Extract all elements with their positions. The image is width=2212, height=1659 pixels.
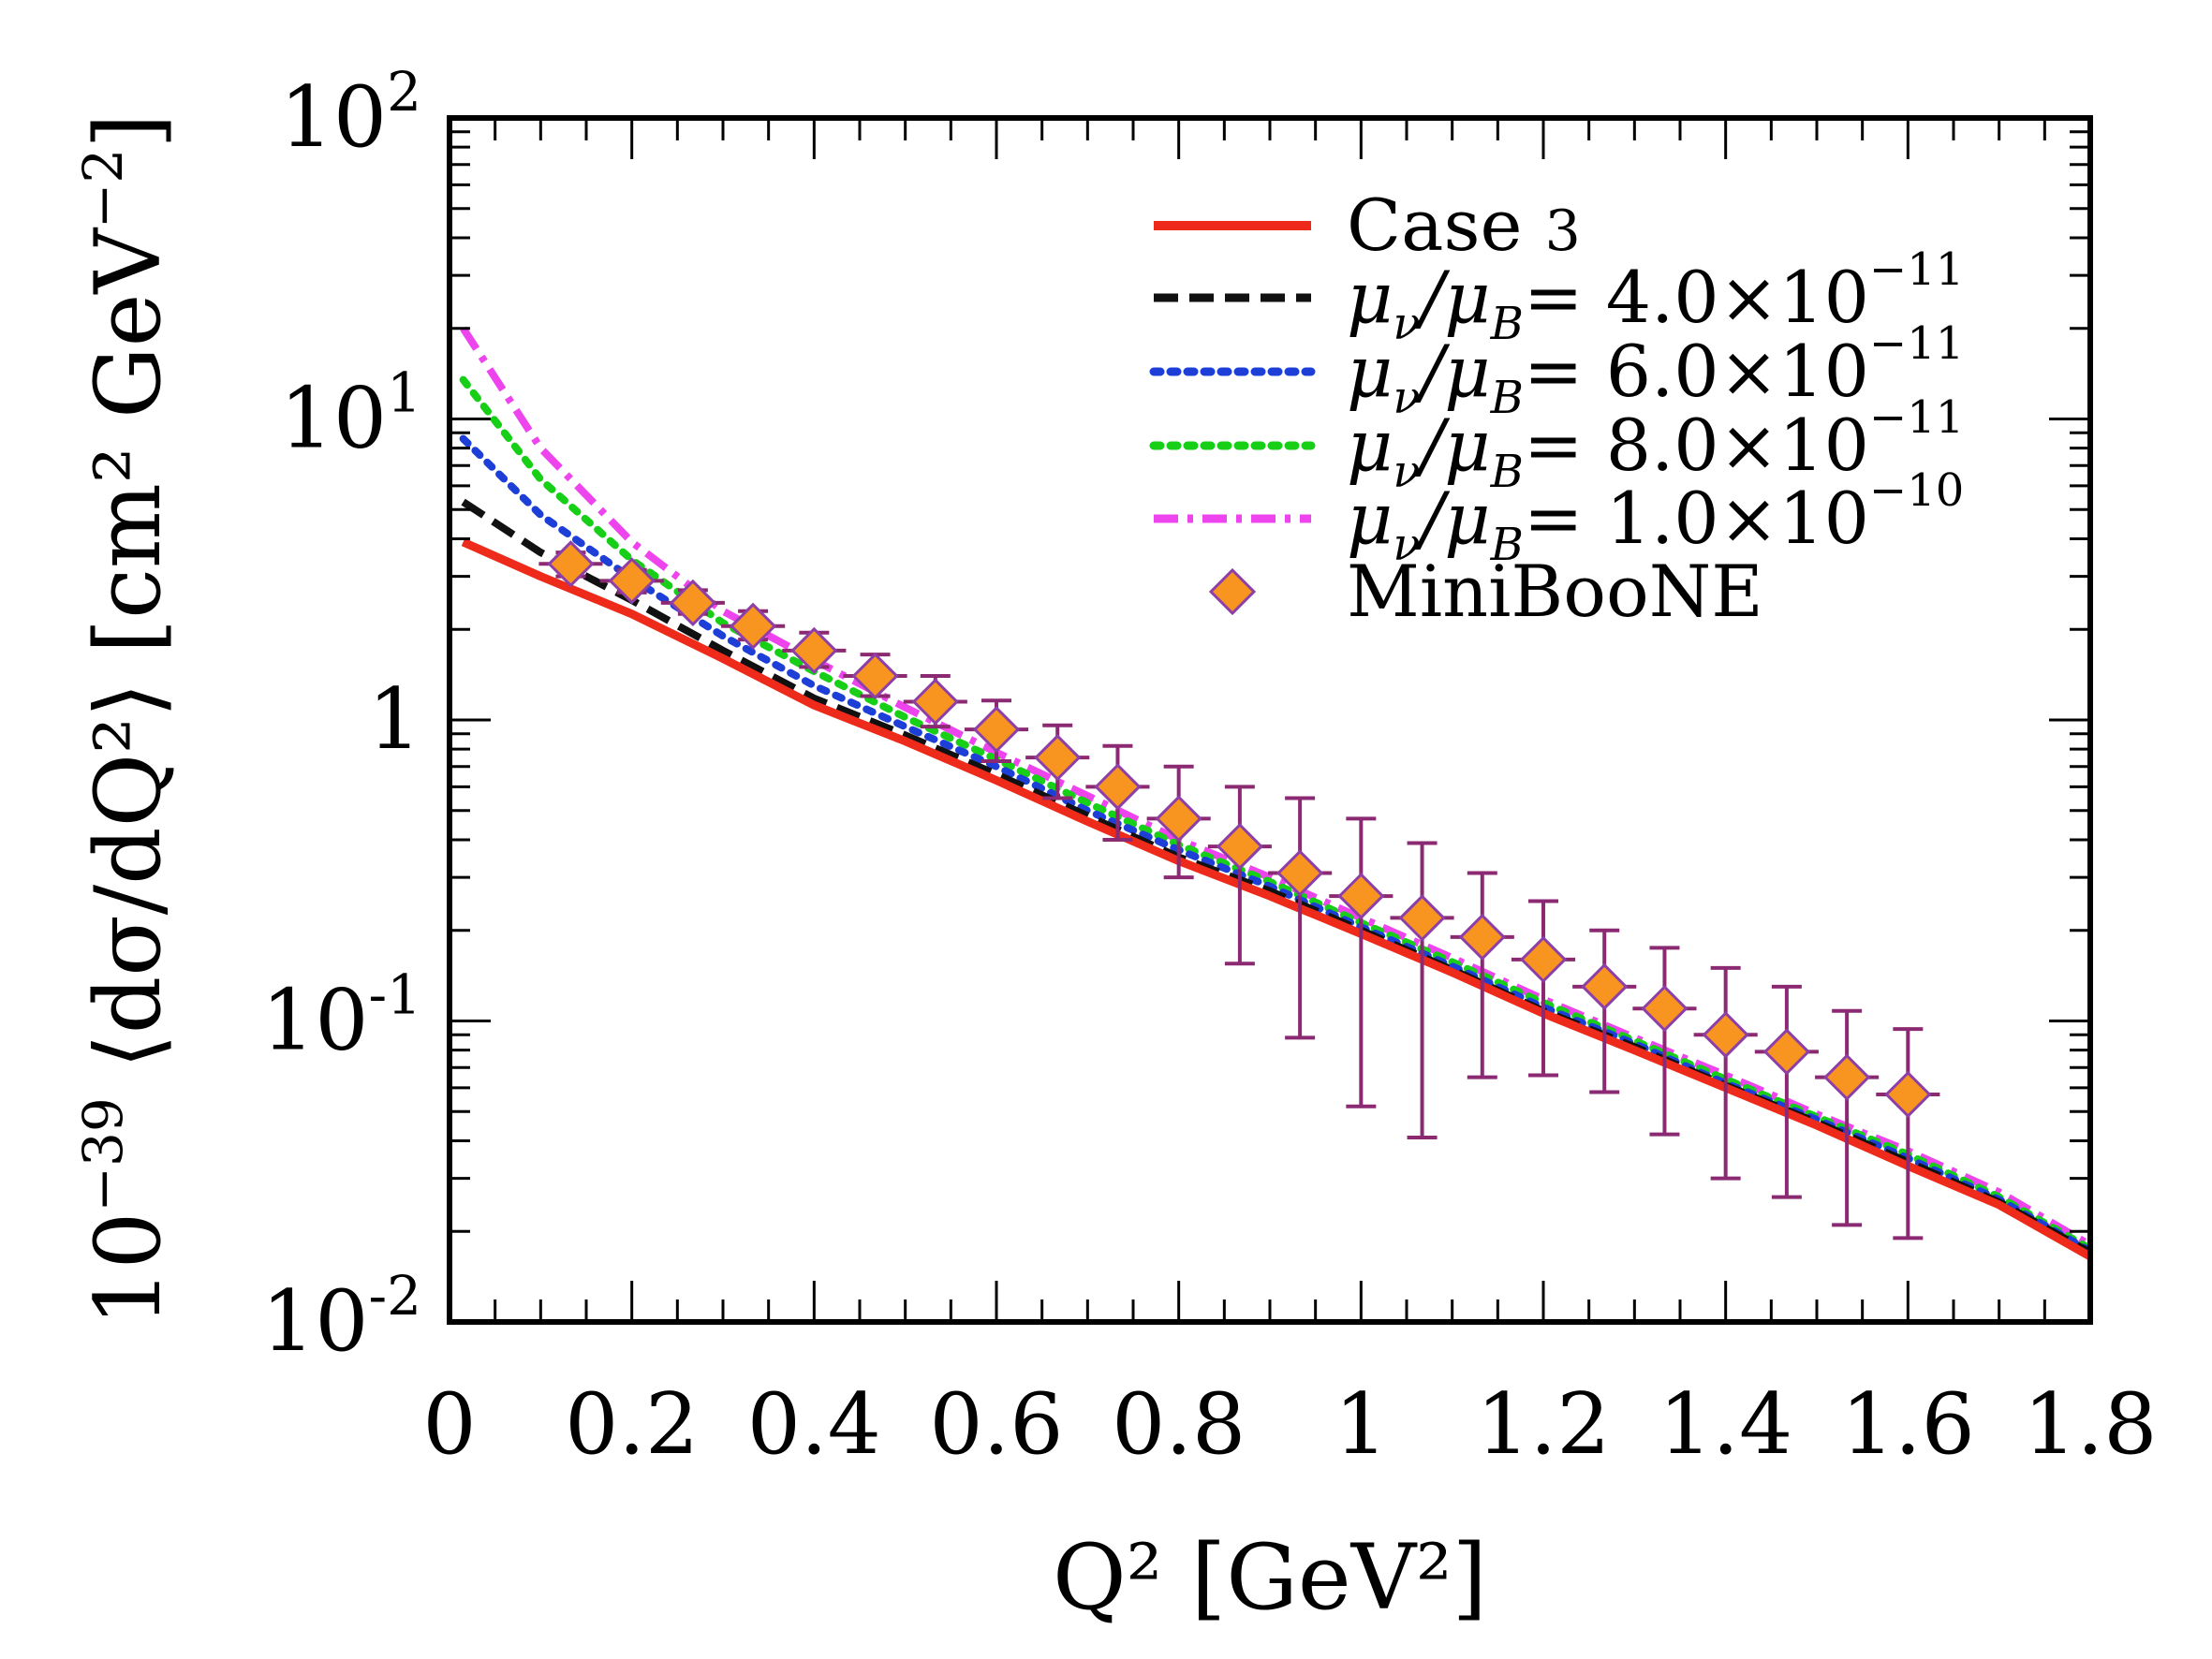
x-tick-label-5: 1	[1335, 1375, 1388, 1474]
data-point-4	[790, 626, 838, 675]
y-tick-label-base-4: 10	[280, 68, 388, 167]
theory-curves	[459, 326, 2090, 1261]
x-tick-labels: 0 0.2 0.4 0.6 0.8 1 1.2 1.4 1.6 1.8	[422, 1375, 2157, 1474]
data-point-16	[1519, 935, 1568, 983]
legend-label-1: μν/μB= 4.0×10−11	[1347, 243, 1964, 350]
y-tick-label-0: 10-2	[261, 1264, 421, 1371]
legend-label-1-exp: −11	[1869, 243, 1964, 296]
legend-label-4-main: μ	[1347, 477, 1393, 560]
y-tick-label-exp-3: 1	[387, 361, 421, 425]
legend-label-3-sub: ν	[1393, 446, 1420, 498]
legend-label-2-main: μ	[1347, 330, 1393, 413]
legend-label-1-sub: ν	[1393, 298, 1420, 350]
data-point-3	[729, 602, 777, 650]
x-tick-label-4: 0.8	[1112, 1375, 1246, 1474]
y-tick-label-base-1: 10	[261, 972, 369, 1070]
data-point-10	[1155, 795, 1202, 843]
data-point-8	[1034, 734, 1082, 782]
legend-label-3-main: μ	[1347, 404, 1393, 487]
x-tick-label-8: 1.6	[1841, 1375, 1975, 1474]
data-point-0	[547, 540, 595, 588]
x-tick-label-3: 0.6	[929, 1375, 1063, 1474]
series-line-0	[461, 537, 2090, 1261]
legend-label-4-exp: −10	[1869, 464, 1964, 517]
y-tick-label-base-0: 10	[261, 1272, 369, 1371]
y-tick-label-3: 101	[280, 361, 421, 468]
legend-label-2-mid: /μ	[1414, 330, 1491, 413]
legend-label-3-mid: /μ	[1414, 404, 1491, 487]
legend-label-4-mid: /μ	[1414, 477, 1491, 560]
y-axis-title-prefix: 10	[76, 1212, 181, 1327]
legend-label-3-tail: = 8.0×10	[1524, 404, 1869, 487]
y-tick-label-exp-1: -1	[369, 963, 422, 1027]
data-point-2	[669, 579, 717, 627]
y-axis-title-unit-exp: −2	[71, 149, 135, 229]
y-tick-label-4: 102	[280, 60, 421, 167]
x-axis-title: Q² [GeV²]	[1053, 1525, 1487, 1630]
legend-label-0-tail: 3	[1545, 198, 1581, 264]
y-tick-label-2: 1	[368, 670, 421, 769]
y-axis-title-close: ]	[76, 113, 181, 148]
legend-label-4-sub2: B	[1490, 519, 1524, 571]
y-tick-label-base-2: 1	[368, 670, 421, 769]
legend-label-4-tail: = 1.0×10	[1524, 477, 1869, 560]
y-tick-label-exp-4: 2	[387, 60, 421, 124]
data-point-11	[1216, 822, 1264, 871]
x-tick-label-7: 1.4	[1659, 1375, 1792, 1474]
legend-label-4-sub: ν	[1393, 519, 1420, 571]
legend-label-1-main: μ	[1347, 256, 1393, 339]
y-tick-label-exp-0: -2	[369, 1264, 422, 1328]
legend-label-1-mid: /μ	[1414, 256, 1491, 339]
data-point-7	[972, 706, 1021, 754]
y-axis-title-main: ⟨dσ/dQ²⟩ [cm² GeV	[76, 228, 181, 1098]
x-tick-label-6: 1.2	[1476, 1375, 1610, 1474]
data-point-6	[911, 678, 959, 726]
legend-label-0: Case 3	[1347, 184, 1581, 267]
legend-label-0-main: Case	[1347, 184, 1545, 267]
y-axis-title: 10−39 ⟨dσ/dQ²⟩ [cm² GeV−2]	[71, 113, 181, 1327]
data-point-12	[1276, 849, 1324, 897]
data-point-20	[1762, 1028, 1811, 1076]
legend-swatch-minibooNE	[1208, 567, 1257, 616]
legend-label-2-tail: = 6.0×10	[1524, 330, 1869, 413]
data-point-17	[1581, 962, 1629, 1010]
x-tick-label-0: 0	[422, 1375, 476, 1474]
data-point-15	[1458, 913, 1506, 962]
legend-label-2: μν/μB= 6.0×10−11	[1347, 317, 1964, 424]
legend-label-1-sub2: B	[1490, 298, 1524, 350]
x-tick-label-9: 1.8	[2023, 1375, 2157, 1474]
series-line-2	[459, 434, 2090, 1255]
series-line-1	[461, 498, 2090, 1256]
data-point-22	[1884, 1070, 1932, 1119]
minibooNE-markers	[547, 540, 1932, 1119]
data-point-21	[1822, 1053, 1871, 1101]
y-tick-label-1: 10-1	[261, 963, 421, 1070]
data-point-1	[608, 557, 656, 605]
legend-label-4: μν/μB= 1.0×10−10	[1347, 464, 1964, 571]
data-point-5	[851, 652, 899, 700]
y-axis-title-prefix-exp: −39	[71, 1097, 135, 1211]
legend-label-3: μν/μB= 8.0×10−11	[1347, 391, 1964, 498]
legend-label-2-sub2: B	[1490, 372, 1524, 424]
data-point-14	[1398, 894, 1446, 942]
legend-label-3-sub2: B	[1490, 446, 1524, 498]
axis-ticks	[448, 116, 2092, 1324]
y-tick-label-base-3: 10	[280, 370, 388, 468]
data-point-18	[1641, 985, 1688, 1033]
data-point-9	[1094, 763, 1142, 811]
legend-label-1-tail: = 4.0×10	[1524, 256, 1869, 339]
data-point-13	[1337, 872, 1385, 920]
legend-label-minibooNE: MiniBooNE	[1347, 550, 1763, 633]
legend-label-2-exp: −11	[1869, 317, 1964, 370]
legend-label-2-sub: ν	[1393, 372, 1420, 424]
data-point-19	[1702, 1011, 1749, 1059]
x-tick-label-2: 0.4	[747, 1375, 881, 1474]
x-tick-label-1: 0.2	[565, 1375, 699, 1474]
legend-label-3-exp: −11	[1869, 391, 1964, 444]
